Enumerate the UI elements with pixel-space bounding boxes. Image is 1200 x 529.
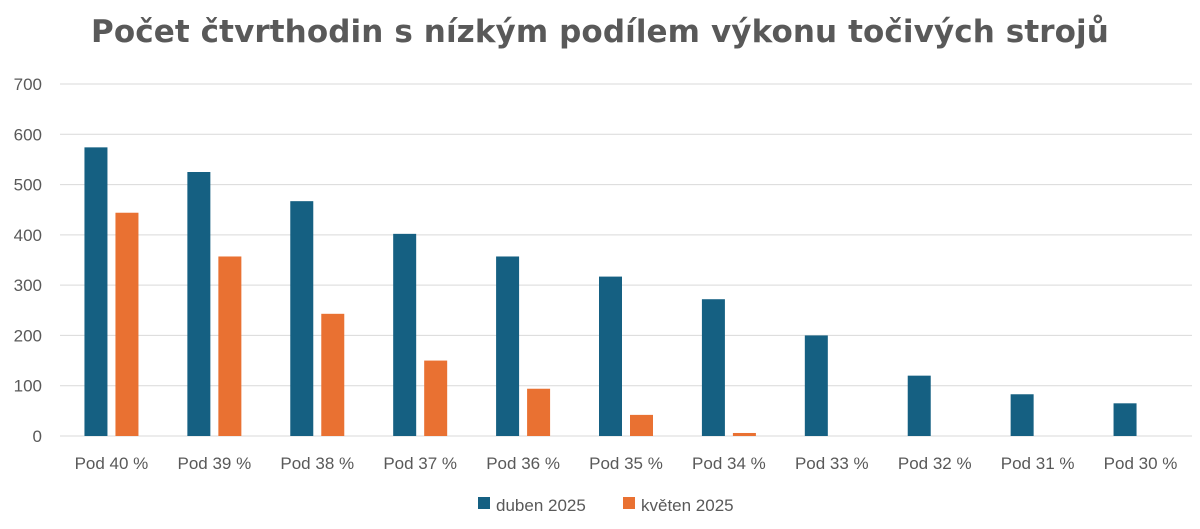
bar-kveten-5 xyxy=(630,414,653,436)
x-tick-label: Pod 37 % xyxy=(383,454,457,473)
bar-duben-9 xyxy=(1010,394,1034,436)
legend-label: květen 2025 xyxy=(641,496,734,515)
bar-duben-8 xyxy=(907,375,931,436)
bar-duben-2 xyxy=(290,201,314,436)
bar-duben-10 xyxy=(1113,403,1137,436)
y-tick-label: 400 xyxy=(14,226,42,245)
x-tick-label: Pod 39 % xyxy=(177,454,251,473)
y-tick-label: 200 xyxy=(14,326,42,345)
y-tick-label: 300 xyxy=(14,276,42,295)
y-tick-label: 0 xyxy=(33,427,42,446)
bar-kveten-6 xyxy=(732,432,756,436)
bar-duben-3 xyxy=(393,233,417,436)
x-tick-label: Pod 35 % xyxy=(589,454,663,473)
bar-duben-6 xyxy=(701,299,725,436)
chart-title: Počet čtvrthodin s nízkým podílem výkonu… xyxy=(91,14,1109,50)
bar-kveten-1 xyxy=(218,256,242,436)
legend-swatch xyxy=(478,497,490,509)
bar-duben-7 xyxy=(804,335,828,436)
bar-kveten-3 xyxy=(424,360,448,436)
x-tick-label: Pod 40 % xyxy=(75,454,149,473)
bar-kveten-4 xyxy=(527,388,551,436)
legend-label: duben 2025 xyxy=(496,496,586,515)
y-tick-label: 700 xyxy=(14,75,42,94)
x-tick-label: Pod 30 % xyxy=(1104,454,1178,473)
bar-kveten-0 xyxy=(115,212,139,436)
bar-duben-4 xyxy=(496,256,520,436)
y-tick-label: 600 xyxy=(14,125,42,144)
bar-duben-5 xyxy=(599,276,622,436)
x-tick-label: Pod 31 % xyxy=(1001,454,1075,473)
x-tick-label: Pod 32 % xyxy=(898,454,972,473)
y-tick-label: 500 xyxy=(14,176,42,195)
bar-kveten-2 xyxy=(321,313,345,436)
x-tick-label: Pod 38 % xyxy=(280,454,354,473)
x-tick-label: Pod 36 % xyxy=(486,454,560,473)
x-tick-label: Pod 33 % xyxy=(795,454,869,473)
y-tick-label: 100 xyxy=(14,377,42,396)
x-tick-label: Pod 34 % xyxy=(692,454,766,473)
bar-duben-0 xyxy=(84,147,108,437)
bar-duben-1 xyxy=(187,172,211,436)
legend-swatch xyxy=(623,497,635,509)
